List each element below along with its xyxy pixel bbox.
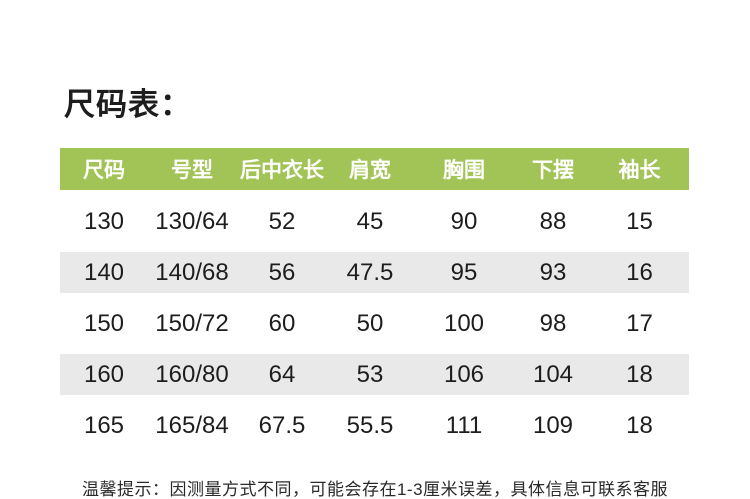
column-header-shoulder: 肩宽 — [349, 159, 391, 182]
table-cell: 15 — [626, 207, 653, 235]
table-row-130: 130 130/64 52 45 90 88 15 — [60, 196, 689, 247]
table-cell: 160/80 — [155, 360, 229, 388]
table-cell: 45 — [356, 207, 384, 235]
table-cell: 104 — [532, 360, 574, 388]
column-header-size: 尺码 — [83, 159, 125, 182]
table-cell: 140 — [83, 258, 125, 286]
column-header-chest: 胸围 — [443, 159, 485, 182]
table-cell: 17 — [626, 309, 653, 337]
table-cell: 60 — [268, 309, 296, 337]
table-cell: 150 — [83, 309, 125, 337]
table-cell: 93 — [539, 258, 567, 286]
measurement-disclaimer: 温馨提示：因测量方式不同，可能会存在1-3厘米误差，具体信息可联系客服 — [81, 480, 669, 499]
table-cell: 98 — [539, 309, 567, 337]
column-header-back-length: 后中衣长 — [240, 159, 324, 182]
table-cell: 50 — [356, 309, 384, 337]
table-cell: 55.5 — [346, 411, 394, 439]
table-cell: 106 — [443, 360, 485, 388]
table-row-140: 140 140/68 56 47.5 95 93 16 — [60, 247, 689, 298]
table-cell: 130 — [83, 207, 125, 235]
table-cell: 52 — [268, 207, 296, 235]
table-cell: 64 — [268, 360, 296, 388]
page-title: 尺码表： — [64, 87, 192, 122]
table-cell: 160 — [83, 360, 125, 388]
table-cell: 16 — [626, 258, 653, 286]
table-cell: 140/68 — [155, 258, 229, 286]
column-header-model: 号型 — [171, 159, 213, 182]
table-cell: 88 — [539, 207, 567, 235]
table-cell: 109 — [532, 411, 574, 439]
table-cell: 18 — [626, 360, 653, 388]
table-cell: 18 — [626, 411, 653, 439]
table-cell: 56 — [268, 258, 296, 286]
column-header-hem: 下摆 — [532, 159, 574, 182]
table-cell: 100 — [443, 309, 485, 337]
table-row-165: 165 165/84 67.5 55.5 111 109 18 — [60, 400, 689, 451]
table-cell: 53 — [356, 360, 384, 388]
column-header-sleeve: 袖长 — [618, 159, 661, 182]
table-row-150: 150 150/72 60 50 100 98 17 — [60, 298, 689, 349]
table-cell: 165 — [83, 411, 125, 439]
table-row-160: 160 160/80 64 53 106 104 18 — [60, 349, 689, 400]
size-table: 尺码 号型 后中衣长 肩宽 胸围 下摆 袖长 130 130/64 52 45 … — [60, 148, 689, 451]
table-cell: 67.5 — [258, 411, 306, 439]
table-cell: 130/64 — [155, 207, 229, 235]
size-table-header-row: 尺码 号型 后中衣长 肩宽 胸围 下摆 袖长 — [60, 148, 689, 190]
table-cell: 111 — [445, 411, 483, 439]
table-cell: 47.5 — [346, 258, 394, 286]
table-cell: 150/72 — [155, 309, 229, 337]
table-cell: 90 — [450, 207, 478, 235]
table-cell: 95 — [450, 258, 478, 286]
table-cell: 165/84 — [155, 411, 229, 439]
